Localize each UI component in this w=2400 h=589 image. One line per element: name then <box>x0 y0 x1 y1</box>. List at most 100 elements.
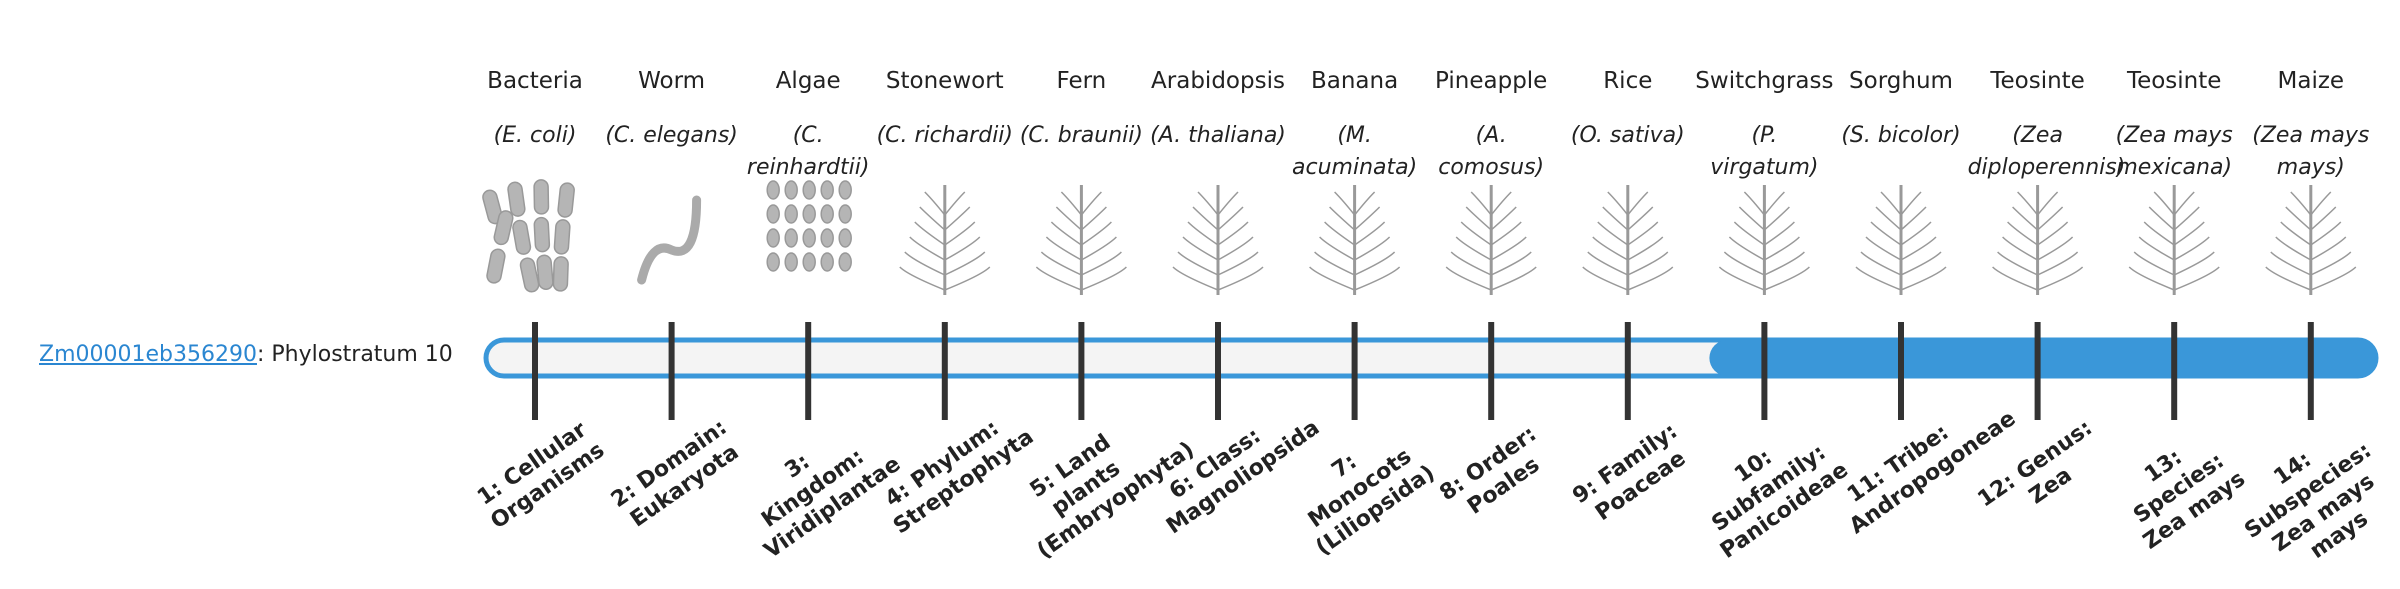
illustration-part <box>2310 266 2357 291</box>
illustration-part <box>533 216 551 253</box>
illustration-part <box>1627 251 1669 276</box>
organism-illustration <box>1172 185 1264 295</box>
species-name: (P. virgatum) <box>1710 123 1819 180</box>
illustration-part <box>820 228 834 248</box>
illustration-part <box>1081 251 1122 276</box>
organism-illustration <box>1582 185 1674 295</box>
species-name: (A. thaliana) <box>1150 123 1286 148</box>
illustration-part <box>1060 191 1082 216</box>
illustration-part <box>1627 221 1659 246</box>
illustration-part <box>1490 251 1532 276</box>
illustration-part <box>1329 206 1356 231</box>
illustration-part <box>802 180 816 200</box>
illustration-part <box>766 204 780 224</box>
organism-name: Bacteria <box>487 68 583 94</box>
illustration-part <box>1607 191 1629 216</box>
illustration-part <box>838 180 852 200</box>
illustration-part <box>1992 266 2038 291</box>
illustration-part <box>784 180 798 200</box>
organism-illustration <box>1035 185 1127 295</box>
illustration-part <box>1490 221 1522 246</box>
illustration-part <box>1445 266 1492 291</box>
illustration-part <box>1728 236 1765 261</box>
illustration-part <box>1763 206 1790 231</box>
illustration-part <box>1900 206 1927 231</box>
organism-name: Teosinte <box>2126 68 2222 94</box>
illustration-part <box>2290 191 2312 216</box>
illustration-part <box>2007 221 2039 246</box>
illustration-part <box>802 204 816 224</box>
organism-illustration <box>1718 185 1810 295</box>
illustration-part <box>944 206 971 231</box>
illustration-part <box>2153 191 2175 216</box>
illustration-part <box>2310 206 2337 231</box>
illustration-part <box>1764 251 1805 276</box>
illustration-part <box>1187 221 1219 246</box>
illustration-part <box>1172 266 1219 291</box>
illustration-part <box>944 236 981 261</box>
illustration-part <box>1597 221 1629 246</box>
organism-name: Rice <box>1603 68 1653 94</box>
illustration-part <box>944 221 976 246</box>
illustration-part <box>2173 221 2205 246</box>
illustration-part <box>2310 221 2342 246</box>
species-name: (C. braunii) <box>1019 123 1143 148</box>
species-name: (Zea mays mexicana) <box>2115 123 2233 180</box>
organism-name: Algae <box>775 68 841 94</box>
organism-illustration <box>899 185 991 295</box>
illustration-part <box>1450 251 1492 276</box>
illustration-part <box>1900 236 1937 261</box>
illustration-part <box>1602 206 1629 231</box>
illustration-part <box>2173 251 2215 276</box>
illustration-part <box>1080 206 1107 231</box>
illustration-part <box>1875 206 1902 231</box>
illustration-part <box>1217 221 1249 246</box>
illustration-part <box>1865 236 1902 261</box>
illustration-part <box>1490 236 1527 261</box>
illustration-part <box>1177 251 1219 276</box>
illustration-part <box>1470 191 1492 216</box>
illustration-part <box>1627 236 1664 261</box>
illustration-part <box>1217 191 1239 216</box>
illustration-part <box>1592 236 1629 261</box>
illustration-part <box>766 252 780 272</box>
illustration-part <box>1354 191 1376 216</box>
organism-name: Maize <box>2277 68 2345 94</box>
illustration-part <box>2037 221 2069 246</box>
illustration-part <box>1192 206 1219 231</box>
illustration-part <box>1319 236 1355 261</box>
illustration-part <box>2173 191 2195 216</box>
illustration-part <box>899 266 946 291</box>
illustration-part <box>1354 206 1381 231</box>
illustration-part <box>1900 266 1947 291</box>
species-name: (M. acuminata) <box>1292 123 1418 180</box>
illustration-part <box>1627 206 1654 231</box>
organism-name: Stonewort <box>885 68 1004 94</box>
organism-illustration <box>482 179 575 293</box>
illustration-part <box>553 219 571 255</box>
illustration-part <box>1743 191 1765 216</box>
illustration-part <box>1080 191 1102 216</box>
illustration-part <box>1217 251 1259 276</box>
illustration-part <box>924 191 946 216</box>
illustration-part <box>2143 221 2175 246</box>
gene-link[interactable]: Zm00001eb356290 <box>39 342 257 367</box>
illustration-part <box>1040 251 1082 276</box>
illustration-part <box>493 210 514 246</box>
illustration-part <box>1627 266 1674 291</box>
illustration-part <box>1733 221 1765 246</box>
illustration-part <box>1182 236 1219 261</box>
illustration-part <box>820 252 834 272</box>
illustration-part <box>512 219 532 255</box>
illustration-part <box>637 195 702 285</box>
illustration-part <box>1217 236 1254 261</box>
species-name: (S. bicolor) <box>1841 123 1961 148</box>
gene-label: Zm00001eb356290: Phylostratum 10 <box>39 342 453 367</box>
illustration-part <box>1455 236 1492 261</box>
illustration-part <box>486 248 506 284</box>
illustration-part <box>2275 236 2312 261</box>
illustration-part <box>1334 191 1356 216</box>
illustration-part <box>1997 251 2038 276</box>
illustration-part <box>1764 266 1810 291</box>
